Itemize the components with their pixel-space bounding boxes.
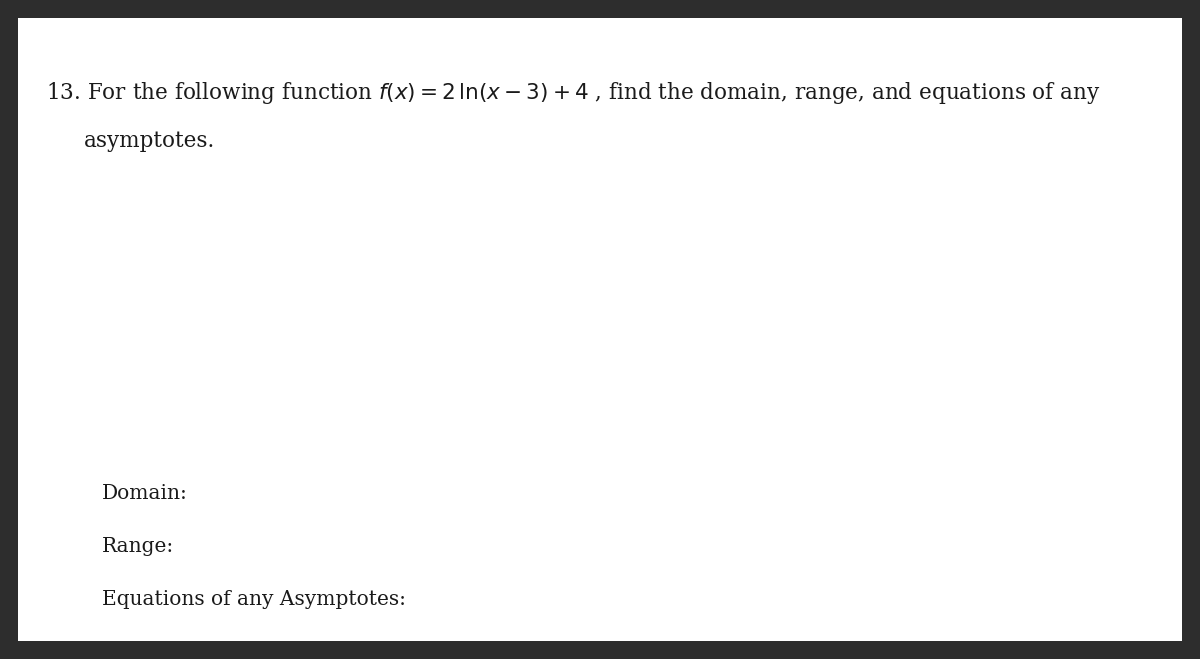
Text: 13. For the following function $f(x) = 2\,\mathrm{ln}(x - 3) + 4$ , find the dom: 13. For the following function $f(x) = 2…: [46, 80, 1100, 106]
Text: asymptotes.: asymptotes.: [84, 130, 215, 152]
Text: Equations of any Asymptotes:: Equations of any Asymptotes:: [102, 590, 406, 609]
Text: Domain:: Domain:: [102, 484, 188, 503]
Text: Range:: Range:: [102, 537, 174, 556]
